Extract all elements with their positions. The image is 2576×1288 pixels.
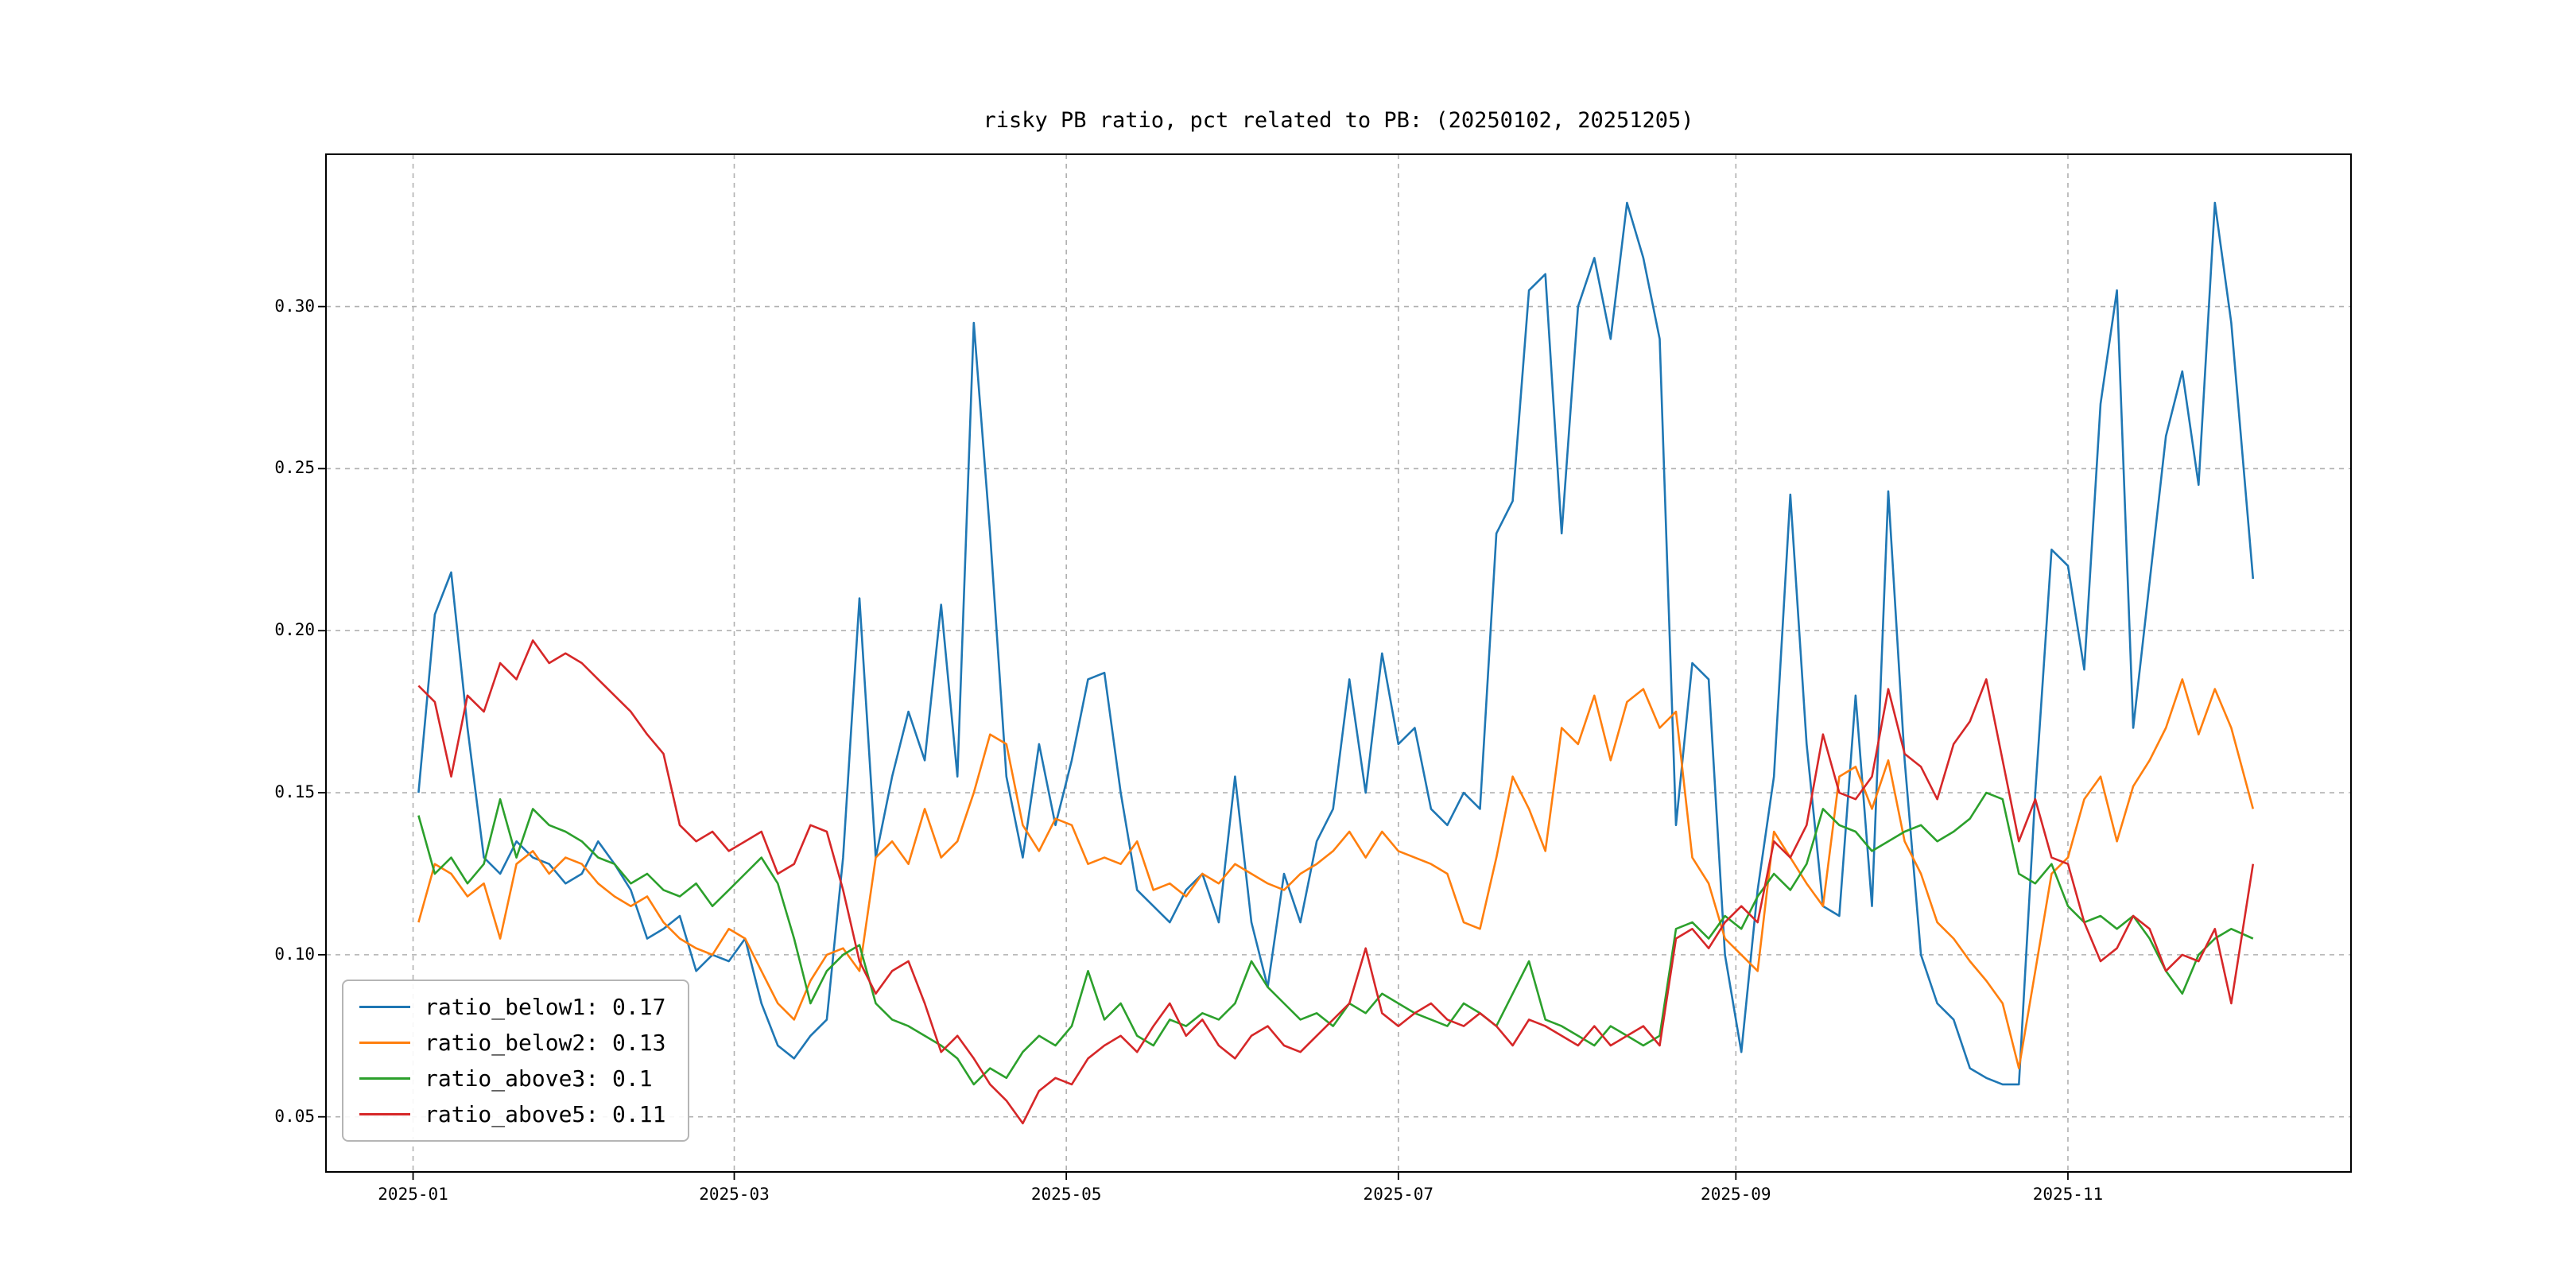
legend-item: ratio_below1: 0.17 xyxy=(359,994,665,1020)
legend-line-sample xyxy=(359,1006,410,1008)
y-tick-label: 0.25 xyxy=(274,458,315,478)
x-tick-label: 2025-11 xyxy=(2032,1185,2104,1204)
x-tick-label: 2025-01 xyxy=(378,1185,448,1204)
legend-item: ratio_above3: 0.1 xyxy=(359,1065,665,1092)
series-line-ratio_above3 xyxy=(417,791,2254,1086)
series-line-ratio_above5 xyxy=(417,639,2255,1125)
legend-line-sample xyxy=(359,1113,410,1115)
legend-item: ratio_below2: 0.13 xyxy=(359,1030,665,1056)
y-tick-label: 0.30 xyxy=(274,296,315,316)
legend-line-sample xyxy=(359,1042,410,1044)
legend: ratio_below1: 0.17 ratio_below2: 0.13 ra… xyxy=(342,980,690,1142)
legend-label: ratio_above5: 0.11 xyxy=(425,1101,666,1127)
series-line-ratio_below1 xyxy=(417,201,2255,1086)
legend-item: ratio_above5: 0.11 xyxy=(359,1101,665,1127)
y-tick-label: 0.05 xyxy=(274,1106,315,1126)
chart-title: risky PB ratio, pct related to PB: (2025… xyxy=(983,108,1694,133)
legend-label: ratio_below1: 0.17 xyxy=(425,994,666,1020)
y-tick-label: 0.20 xyxy=(274,620,315,640)
y-tick-label: 0.10 xyxy=(274,944,315,964)
legend-label: ratio_above3: 0.1 xyxy=(425,1065,653,1092)
x-tick-label: 2025-05 xyxy=(1030,1185,1102,1204)
axes-frame xyxy=(325,153,2352,1173)
legend-line-sample xyxy=(359,1077,410,1080)
series-line-ratio_below2 xyxy=(417,678,2255,1069)
x-tick-label: 2025-07 xyxy=(1363,1185,1434,1204)
x-tick-label: 2025-03 xyxy=(699,1185,770,1204)
y-tick-label: 0.15 xyxy=(274,782,315,802)
legend-label: ratio_below2: 0.13 xyxy=(425,1030,666,1056)
x-tick-label: 2025-09 xyxy=(1701,1185,1771,1204)
